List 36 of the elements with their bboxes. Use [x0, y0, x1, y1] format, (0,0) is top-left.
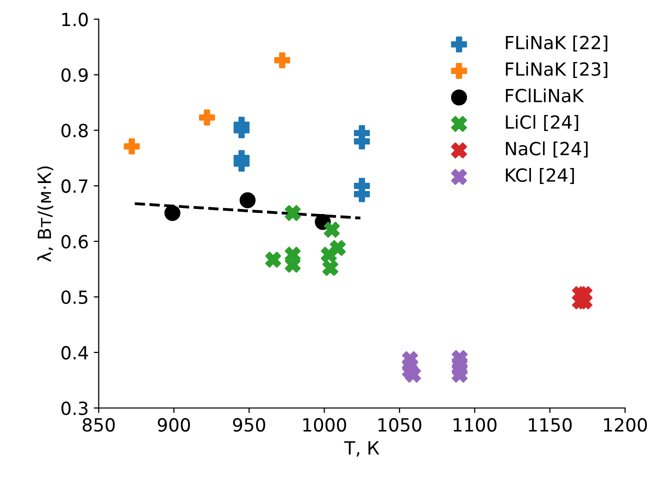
x-tick-label: 1050	[378, 418, 422, 432]
legend-label: FClLiNaK	[506, 88, 584, 102]
x-tick-label: 850	[82, 418, 115, 432]
point	[284, 205, 301, 222]
y-tick-label: 0.3	[61, 401, 88, 416]
y-tick-label: 0.8	[61, 124, 88, 138]
x-tick-label: 1000	[303, 418, 346, 432]
legend-label: KCl [24]	[506, 168, 574, 184]
y-tick-label: 0.9	[61, 68, 88, 82]
x-tick-label: 900	[158, 418, 190, 432]
x-tick-label: 950	[233, 418, 266, 432]
x-axis-title: T, К	[344, 441, 380, 457]
x-tick-label: 1200	[604, 418, 647, 432]
point	[265, 252, 282, 268]
point	[324, 222, 340, 238]
legend-label: FLiNaK [22]	[506, 35, 608, 52]
y-tick-label: 0.7	[61, 179, 88, 193]
legend-label: LiCl [24]	[506, 114, 578, 132]
point	[320, 246, 337, 263]
point	[124, 138, 140, 154]
y-tick-label: 0.5	[61, 290, 88, 304]
y-axis-title: λ, Вт/(м·К)	[37, 166, 54, 262]
x-tick-label: 1100	[454, 418, 496, 432]
x-tick-label: 1150	[528, 418, 572, 432]
legend-label: NaCl [24]	[506, 141, 588, 158]
y-tick-label: 1.0	[62, 12, 88, 26]
point	[240, 192, 256, 208]
point	[576, 293, 592, 310]
point	[274, 52, 290, 68]
point	[164, 205, 180, 222]
point	[199, 110, 215, 126]
legend-label: FLiNaK [23]	[506, 62, 608, 78]
point	[322, 260, 338, 276]
point	[405, 366, 422, 383]
y-tick-label: 0.6	[61, 234, 88, 248]
y-tick-label: 0.4	[61, 346, 88, 360]
